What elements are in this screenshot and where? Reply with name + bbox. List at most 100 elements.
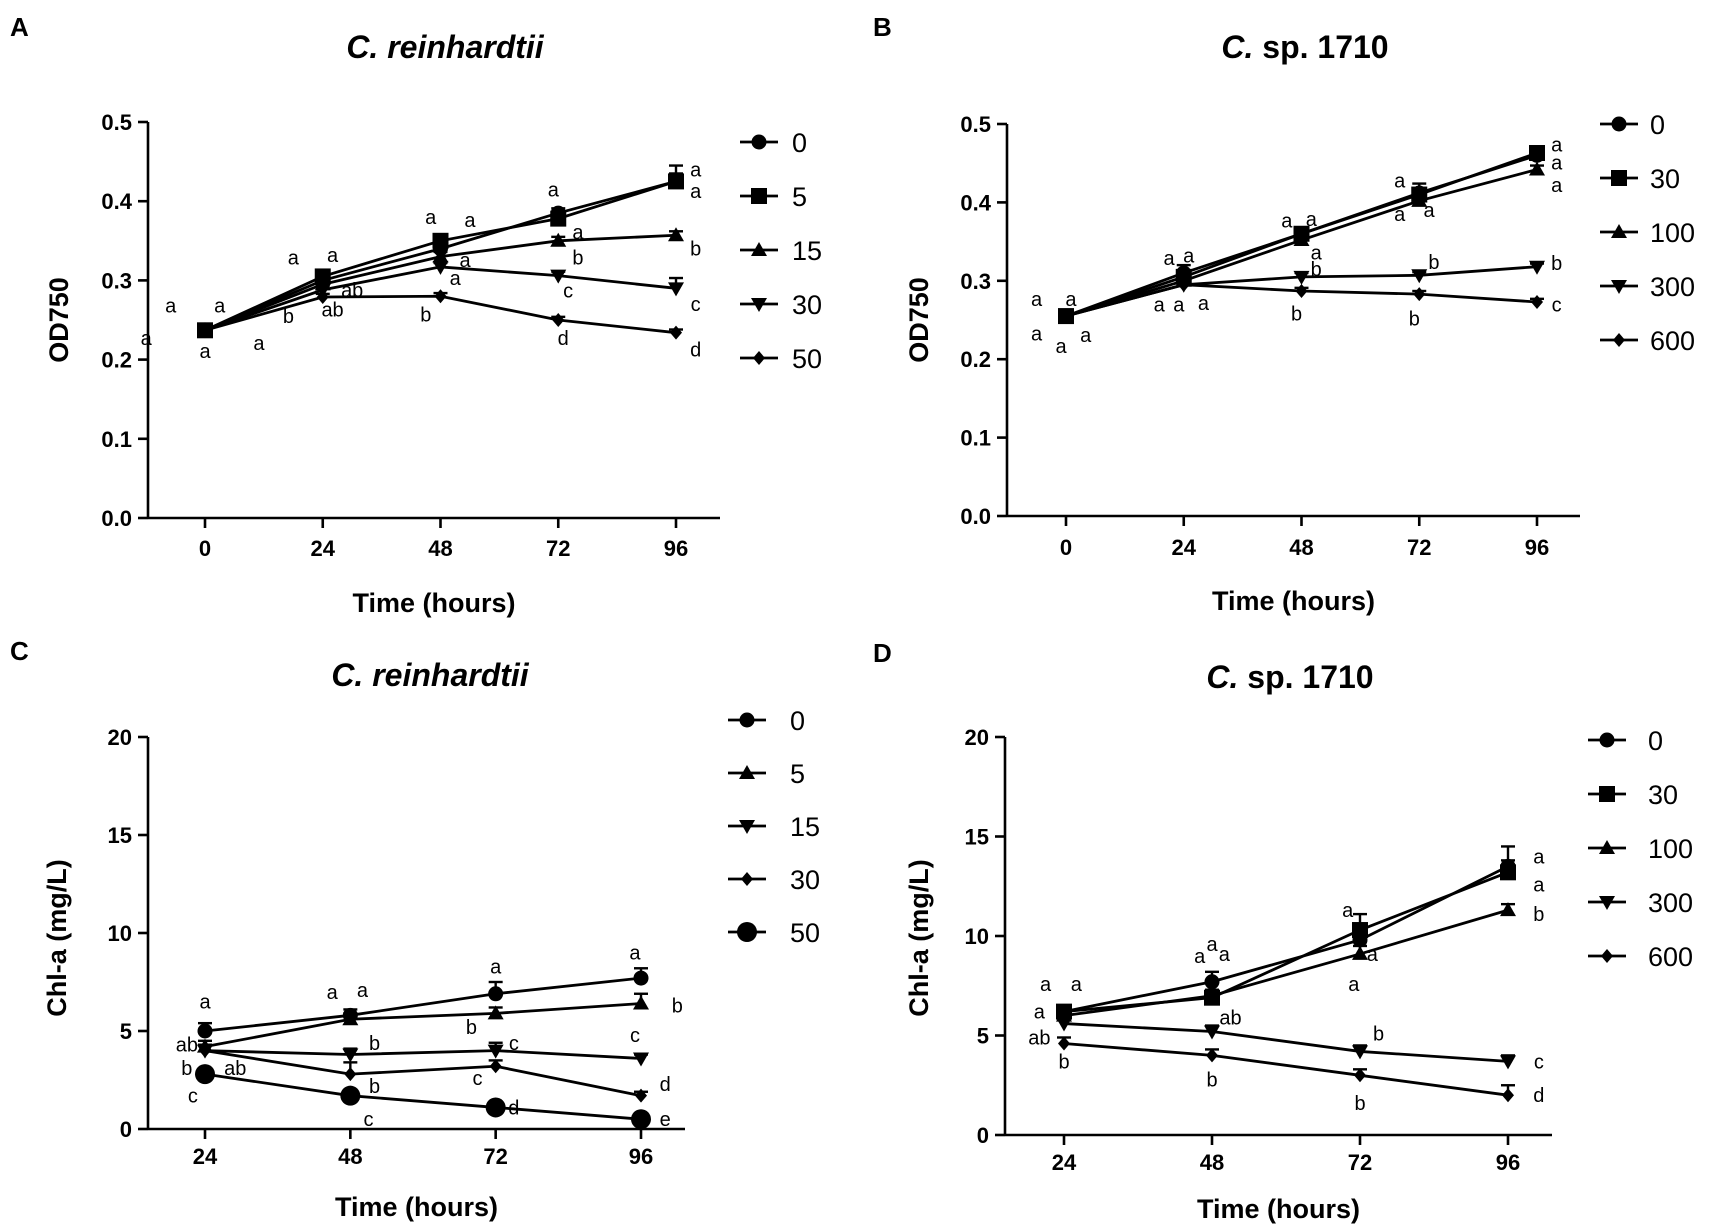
significance-letter: a	[327, 982, 339, 1004]
legend-marker	[1599, 786, 1615, 802]
chart-panel-b: B C. sp. 1710 0.0 0.1 0.2 0.3 0.4 0.5 0 24 48 72 96 T…	[873, 12, 1695, 616]
legend-item: 300	[1588, 888, 1693, 918]
significance-letter: a	[1080, 325, 1092, 347]
series-600	[1059, 277, 1544, 324]
significance-letter: c	[473, 1068, 483, 1090]
series-line	[1063, 865, 1509, 1013]
significance-letter: a	[1034, 1002, 1046, 1024]
series-30	[198, 1043, 648, 1103]
series-line	[204, 1049, 642, 1060]
significance-letter: a	[490, 956, 502, 978]
y-tick-label: 0.5	[101, 110, 132, 135]
legend-item: 50	[728, 918, 820, 948]
data-point	[668, 282, 684, 297]
series-line	[1063, 1022, 1509, 1063]
significance-letter: b	[1206, 1069, 1217, 1091]
legend-item: 30	[1588, 780, 1678, 810]
legend-label: 0	[792, 128, 807, 158]
legend-label: 100	[1648, 834, 1693, 864]
legend-marker	[1611, 280, 1627, 294]
legend-marker	[741, 872, 753, 886]
data-point	[489, 1059, 502, 1074]
significance-letter: a	[1551, 152, 1563, 174]
panel-letter: B	[873, 12, 892, 42]
series-300	[1056, 1016, 1516, 1070]
y-tick-label: 0.1	[101, 427, 132, 452]
significance-letter: c	[1552, 294, 1562, 316]
significance-letter: a	[1306, 209, 1318, 231]
significance-letter: b	[1373, 1024, 1384, 1046]
significance-letter: a	[1206, 934, 1218, 956]
legend-label: 30	[790, 865, 820, 895]
significance-letter: a	[141, 328, 153, 350]
legend-item: 50	[740, 344, 822, 374]
significance-letter: a	[1533, 874, 1545, 896]
significance-letter: a	[464, 210, 476, 232]
data-point	[342, 1048, 359, 1063]
legend-marker	[753, 351, 765, 365]
legend-marker	[1601, 949, 1613, 963]
significance-letter: c	[1534, 1051, 1544, 1073]
significance-letter: c	[364, 1109, 374, 1131]
x-tick-label: 72	[1348, 1150, 1372, 1175]
y-tick-label: 0	[977, 1123, 989, 1148]
series-0	[197, 967, 649, 1039]
data-point	[1352, 945, 1368, 960]
data-point	[197, 1023, 213, 1039]
legend-item: 100	[1600, 218, 1695, 248]
panel-letter: D	[873, 638, 892, 668]
significance-letter: a	[1071, 974, 1083, 996]
data-point	[633, 1052, 649, 1067]
data-point	[199, 323, 211, 338]
data-point	[316, 290, 329, 305]
chart-title-plain: sp. 1710	[1238, 659, 1373, 695]
data-point	[550, 232, 567, 247]
y-tick-label: 0	[120, 1117, 132, 1142]
significance-letter: a	[1424, 200, 1436, 222]
data-point	[1058, 1036, 1070, 1051]
data-point	[668, 173, 684, 190]
significance-letter: b	[420, 304, 431, 326]
data-point	[1056, 1017, 1072, 1032]
y-tick-label: 10	[965, 924, 989, 949]
y-tick-label: 10	[108, 921, 132, 946]
data-point	[670, 325, 682, 340]
significance-letter: a	[690, 181, 702, 203]
data-point	[1413, 287, 1426, 302]
significance-letter: b	[1311, 259, 1322, 281]
significance-letter: b	[283, 306, 294, 328]
series-line	[204, 1049, 642, 1098]
data-point	[485, 1097, 506, 1118]
data-point	[195, 1064, 215, 1085]
legend-label: 600	[1650, 326, 1695, 356]
significance-letter: a	[1367, 944, 1379, 966]
significance-letter: d	[1533, 1085, 1544, 1107]
series-line	[204, 1072, 642, 1121]
y-tick-label: 0.3	[101, 268, 132, 293]
data-point	[1529, 145, 1545, 162]
significance-letter: e	[660, 1109, 671, 1131]
significance-letter: a	[459, 250, 471, 272]
legend-marker	[1599, 840, 1615, 854]
legend-label: 5	[792, 182, 807, 212]
y-axis-label: OD750	[904, 277, 934, 363]
x-tick-label: 96	[629, 1144, 653, 1169]
y-axis-label: OD750	[44, 277, 74, 363]
data-point	[1293, 232, 1310, 247]
legend-label: 0	[790, 706, 805, 736]
x-tick-label: 72	[1407, 535, 1431, 560]
chart-title: C. reinhardtii	[331, 657, 529, 693]
data-point	[668, 227, 684, 242]
chart-title-italic: C.	[1206, 659, 1238, 695]
series-0	[1056, 845, 1516, 1020]
legend-marker	[1611, 224, 1627, 238]
panel-letter: C	[10, 636, 29, 666]
legend-marker	[1611, 170, 1627, 186]
significance-letter: c	[563, 281, 573, 303]
data-point	[488, 986, 504, 1002]
significance-letter: d	[508, 1097, 519, 1119]
y-tick-label: 0.2	[960, 347, 991, 372]
legend-label: 30	[1648, 780, 1678, 810]
significance-letter: ab	[176, 1035, 198, 1057]
legend-label: 15	[790, 812, 820, 842]
